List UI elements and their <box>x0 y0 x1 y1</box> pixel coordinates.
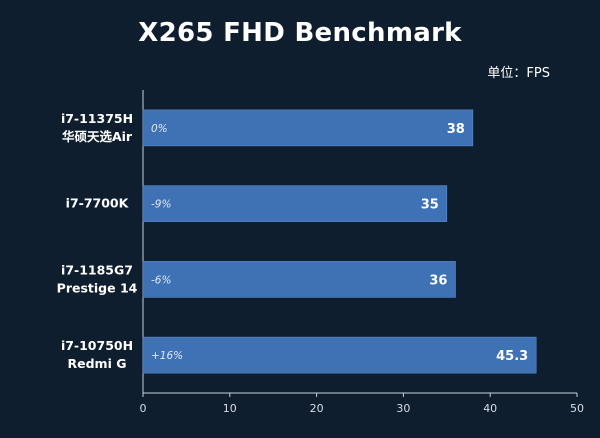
bar-value-label: 35 <box>421 198 439 213</box>
category-label: i7-11375H <box>61 111 133 126</box>
category-label: i7-1185G7 <box>61 262 133 277</box>
bar-change-label: +16% <box>151 350 183 362</box>
x-tick-label: 30 <box>396 402 410 415</box>
category-label: Redmi G <box>68 356 127 371</box>
bar <box>142 185 448 222</box>
bar <box>142 261 456 298</box>
bar-value-label: 45.3 <box>496 349 528 364</box>
bar-value-label: 36 <box>429 273 447 288</box>
x-tick-label: 40 <box>483 402 497 415</box>
bar-change-label: -6% <box>151 274 171 286</box>
x-tick-label: 50 <box>570 402 584 415</box>
category-label: 华硕天选Air <box>62 129 133 144</box>
x-tick-label: 0 <box>140 402 147 415</box>
unit-label: 单位：FPS <box>487 66 550 81</box>
category-label: i7-10750H <box>61 338 133 353</box>
bar <box>142 336 537 374</box>
bar-value-label: 38 <box>447 122 465 137</box>
x-tick-label: 10 <box>223 402 237 415</box>
x-tick-label: 20 <box>310 402 324 415</box>
bar <box>142 109 474 147</box>
bar-change-label: -9% <box>151 199 171 211</box>
bar-change-label: 0% <box>151 123 168 135</box>
chart-title: X265 FHD Benchmark <box>138 18 462 48</box>
category-label: Prestige 14 <box>57 280 138 295</box>
category-label: i7-7700K <box>66 196 130 211</box>
